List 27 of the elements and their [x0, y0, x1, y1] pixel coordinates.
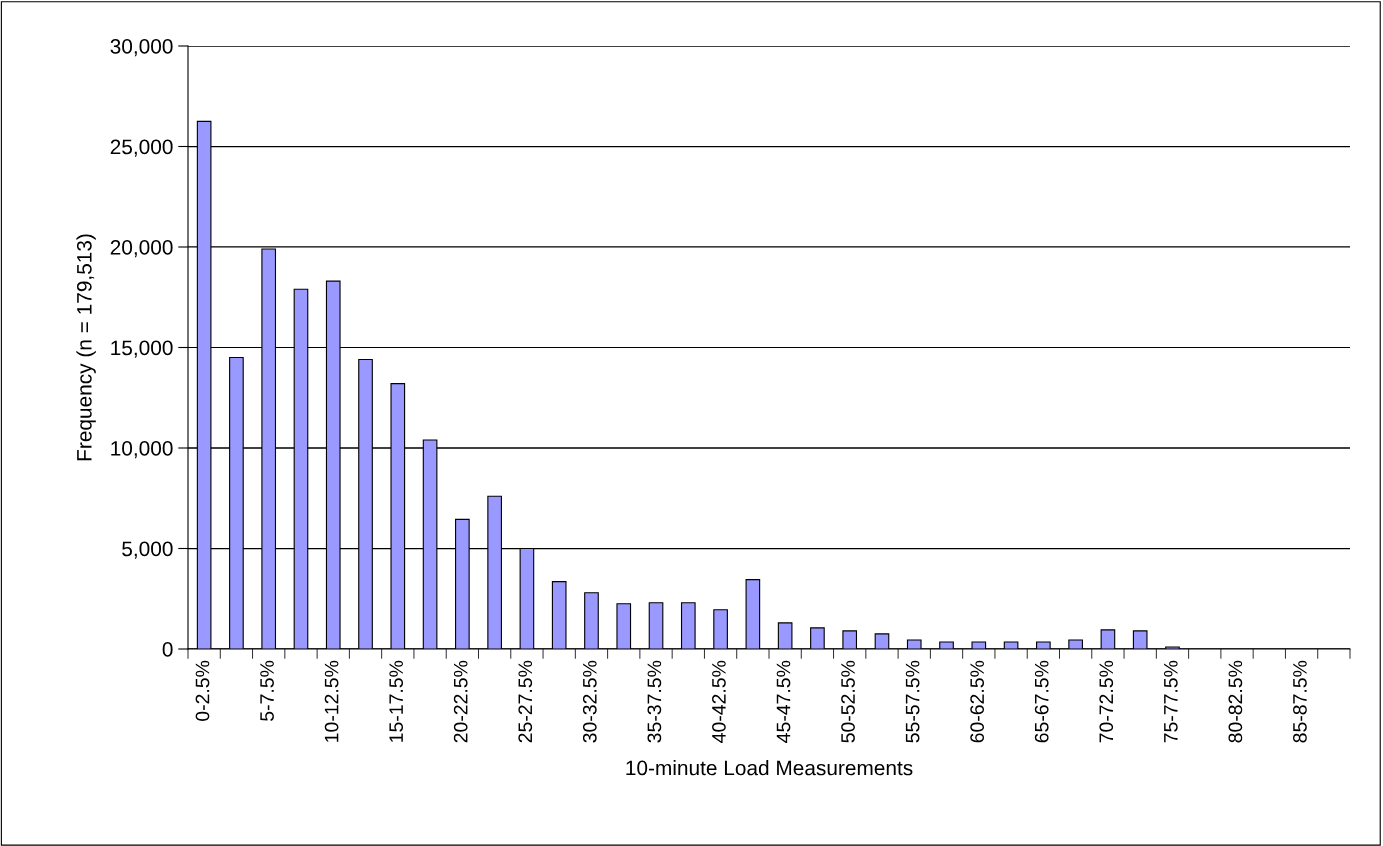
x-tick-label: 5-7.5% — [260, 660, 274, 721]
x-tick-label: 60-62.5% — [970, 660, 985, 743]
x-tick-label: 75-77.5% — [1164, 660, 1178, 743]
x-tick-label: 30-32.5% — [582, 660, 597, 743]
x-tick-label: 35-37.5% — [647, 660, 662, 743]
x-tick-label: 20-22.5% — [453, 660, 468, 743]
y-axis-title: Frequency (n = 179,513) — [76, 234, 96, 461]
y-tick-label: 5,000 — [122, 541, 173, 559]
x-tick-label: 65-67.5% — [1034, 660, 1049, 743]
y-tick-label: 0 — [162, 642, 173, 657]
x-tick-label: 25-27.5% — [518, 660, 533, 743]
x-tick-label: 40-42.5% — [712, 660, 726, 743]
x-tick-label: 45-47.5% — [776, 660, 791, 743]
y-tick-label: 30,000 — [110, 39, 173, 57]
x-tick-label: 80-82.5% — [1228, 660, 1243, 743]
x-tick-label: 50-52.5% — [841, 660, 855, 743]
x-tick-label: 0-2.5% — [195, 660, 210, 721]
y-tick-label: 15,000 — [111, 340, 173, 358]
y-tick-label: 20,000 — [110, 240, 173, 258]
x-tick-label: 70-72.5% — [1099, 660, 1114, 743]
x-tick-label: 85-87.5% — [1293, 660, 1307, 743]
x-axis-title: 10-minute Load Measurements — [626, 760, 913, 776]
y-tick-label: 10,000 — [111, 441, 173, 459]
y-tick-label: 25,000 — [110, 139, 173, 157]
x-tick-label: 55-57.5% — [905, 660, 920, 743]
x-tick-label: 15-17.5% — [389, 660, 404, 742]
x-tick-label: 10-12.5% — [324, 660, 339, 742]
